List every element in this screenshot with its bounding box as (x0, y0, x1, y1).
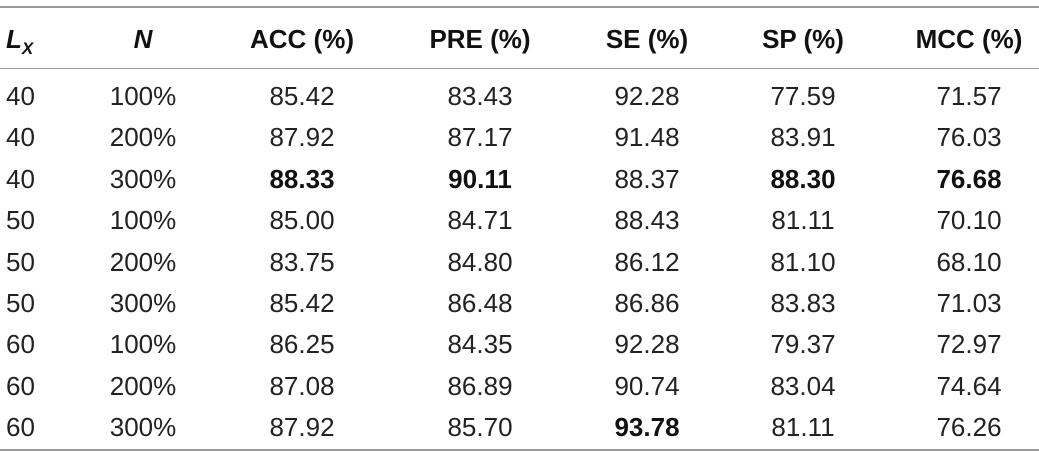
cell-pre: 86.89 (447, 370, 513, 401)
cell-acc: 85.00 (269, 205, 335, 236)
header-se: SE (%) (605, 24, 689, 54)
cell-lx: 50 (6, 288, 35, 318)
cell-lx: 60 (6, 370, 35, 401)
cell-sp: 79.37 (770, 329, 836, 360)
table-row: 40 200% 87.92 87.17 91.48 83.91 76.03 (0, 116, 1039, 158)
cell-sp: 83.91 (770, 122, 836, 153)
cell-pre: 85.70 (447, 412, 513, 443)
cell-acc: 87.92 (269, 412, 335, 443)
cell-acc: 85.42 (269, 81, 335, 111)
cell-mcc: 71.03 (936, 288, 1002, 318)
cell-mcc: 72.97 (936, 329, 1002, 360)
table-row: 50 300% 85.42 86.48 86.86 83.83 71.03 (0, 282, 1039, 324)
header-lx-main: L (6, 24, 22, 54)
cell-n: 200% (109, 122, 177, 153)
header-pre: PRE (%) (429, 24, 531, 54)
cell-mcc: 70.10 (936, 205, 1002, 236)
cell-n: 200% (109, 246, 177, 277)
cell-n: 100% (109, 329, 177, 360)
cell-n: 300% (109, 288, 177, 318)
cell-se: 91.48 (614, 122, 680, 153)
table-row: 50 100% 85.00 84.71 88.43 81.11 70.10 (0, 199, 1039, 241)
cell-lx: 40 (6, 81, 35, 111)
cell-sp: 81.11 (771, 205, 835, 236)
cell-mcc: 76.68 (936, 163, 1002, 194)
cell-sp: 77.59 (770, 81, 836, 111)
header-n: N (133, 24, 153, 54)
cell-pre: 84.80 (447, 246, 513, 277)
cell-acc: 87.92 (269, 122, 335, 153)
cell-mcc: 76.26 (936, 412, 1002, 443)
cell-se: 92.28 (614, 329, 680, 360)
cell-pre: 90.11 (448, 163, 512, 194)
table-row: 60 300% 87.92 85.70 93.78 81.11 76.26 (0, 406, 1039, 448)
cell-se: 93.78 (614, 412, 680, 443)
cell-lx: 40 (6, 122, 35, 153)
cell-se: 86.86 (614, 288, 680, 318)
cell-acc: 86.25 (269, 329, 335, 360)
cell-acc: 85.42 (269, 288, 335, 318)
cell-sp: 83.04 (770, 370, 836, 401)
cell-mcc: 74.64 (936, 370, 1002, 401)
cell-mcc: 68.10 (936, 246, 1002, 277)
cell-sp: 81.11 (771, 412, 835, 443)
cell-n: 100% (109, 81, 177, 111)
table-row: 40 300% 88.33 90.11 88.37 88.30 76.68 (0, 158, 1039, 200)
cell-lx: 40 (6, 163, 35, 194)
header-sp: SP (%) (762, 24, 844, 54)
table-bottom-rule (0, 449, 1039, 451)
cell-se: 88.43 (614, 205, 680, 236)
cell-n: 200% (109, 370, 177, 401)
header-mcc: MCC (%) (915, 24, 1023, 54)
cell-sp: 81.10 (770, 246, 836, 277)
header-rule (0, 68, 1039, 69)
cell-sp: 83.83 (770, 288, 836, 318)
header-lx: LX (6, 18, 33, 60)
cell-pre: 87.17 (447, 122, 513, 153)
cell-lx: 50 (6, 205, 35, 236)
header-lx-subscript: X (21, 39, 34, 58)
cell-lx: 50 (6, 246, 35, 277)
table-header-row: LX N ACC (%) PRE (%) SE (%) SP (%) MCC (… (0, 18, 1039, 60)
cell-se: 86.12 (614, 246, 680, 277)
table-row: 60 200% 87.08 86.89 90.74 83.04 74.64 (0, 365, 1039, 407)
cell-pre: 84.35 (447, 329, 513, 360)
cell-pre: 86.48 (447, 288, 513, 318)
table-top-rule (0, 6, 1039, 8)
cell-n: 100% (109, 205, 177, 236)
cell-acc: 87.08 (269, 370, 335, 401)
table-row: 50 200% 83.75 84.80 86.12 81.10 68.10 (0, 241, 1039, 283)
cell-acc: 83.75 (269, 246, 335, 277)
cell-acc: 88.33 (269, 163, 335, 194)
cell-se: 92.28 (614, 81, 680, 111)
cell-n: 300% (109, 412, 177, 443)
cell-pre: 83.43 (447, 81, 513, 111)
header-acc: ACC (%) (250, 24, 354, 54)
table-row: 40 100% 85.42 83.43 92.28 77.59 71.57 (0, 75, 1039, 117)
cell-lx: 60 (6, 329, 35, 360)
cell-mcc: 76.03 (936, 122, 1002, 153)
cell-lx: 60 (6, 412, 35, 443)
cell-sp: 88.30 (770, 163, 836, 194)
cell-mcc: 71.57 (936, 81, 1002, 111)
cell-se: 88.37 (614, 163, 680, 194)
cell-pre: 84.71 (447, 205, 513, 236)
cell-se: 90.74 (614, 370, 680, 401)
table-row: 60 100% 86.25 84.35 92.28 79.37 72.97 (0, 323, 1039, 365)
cell-n: 300% (109, 163, 177, 194)
